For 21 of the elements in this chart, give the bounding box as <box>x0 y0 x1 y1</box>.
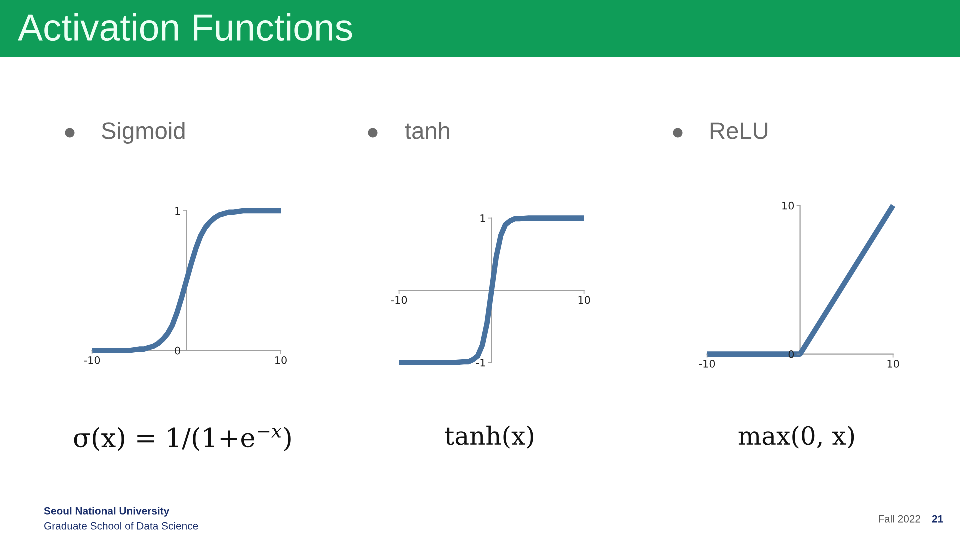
x-tick-label: -10 <box>391 296 408 304</box>
text: Seoul National University <box>44 507 170 517</box>
y-tick-label: 0 <box>788 350 794 358</box>
text: Activation Functions <box>18 14 352 42</box>
chart-title: tanh <box>405 122 450 140</box>
x-tick-label: 10 <box>276 356 287 364</box>
text: max(0, x) <box>738 426 854 449</box>
text: σ(x) = 1/(1+e$^{−x}$) <box>74 427 291 452</box>
text: tanh(x) <box>445 426 534 449</box>
y-tick-label: 0 <box>175 346 180 355</box>
text: Graduate School of Data Science <box>44 522 198 530</box>
text: 21 <box>932 515 944 523</box>
text: Fall 2022 <box>879 515 920 523</box>
x-tick-label: -10 <box>84 356 100 364</box>
y-tick-label: 1 <box>480 214 486 222</box>
y-tick-label: -1 <box>476 359 486 367</box>
x-tick-label: -10 <box>699 360 716 368</box>
y-tick-label: 1 <box>176 207 180 215</box>
chart-title: Sigmoid <box>102 122 185 144</box>
x-tick-label: 10 <box>888 360 900 368</box>
chart-title: ReLU <box>710 122 768 140</box>
